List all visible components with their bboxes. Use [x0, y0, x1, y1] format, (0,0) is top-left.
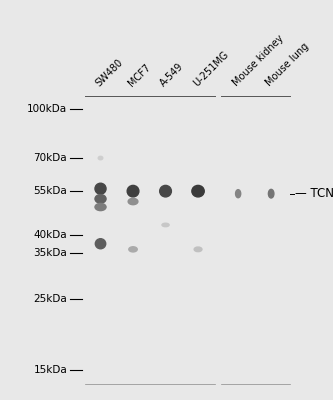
Text: 25kDa: 25kDa [33, 294, 67, 304]
Ellipse shape [235, 190, 241, 198]
Text: A-549: A-549 [159, 61, 185, 88]
Text: 35kDa: 35kDa [33, 248, 67, 258]
Ellipse shape [128, 198, 138, 205]
Text: Mouse lung: Mouse lung [264, 42, 311, 88]
Ellipse shape [95, 183, 106, 194]
Ellipse shape [129, 247, 137, 252]
Text: 15kDa: 15kDa [33, 364, 67, 374]
Ellipse shape [95, 194, 106, 203]
Ellipse shape [127, 186, 139, 197]
Text: SW480: SW480 [94, 57, 125, 88]
Text: 100kDa: 100kDa [27, 104, 67, 114]
Ellipse shape [95, 239, 106, 249]
Ellipse shape [98, 156, 103, 160]
Text: 55kDa: 55kDa [33, 186, 67, 196]
Ellipse shape [192, 186, 204, 197]
Text: U-251MG: U-251MG [191, 49, 230, 88]
Text: 70kDa: 70kDa [33, 153, 67, 163]
Text: — TCN2: — TCN2 [295, 187, 333, 200]
Ellipse shape [268, 189, 274, 198]
Ellipse shape [95, 204, 106, 211]
Text: MCF7: MCF7 [126, 62, 152, 88]
Ellipse shape [160, 186, 171, 197]
Text: Mouse kidney: Mouse kidney [231, 34, 286, 88]
Ellipse shape [194, 247, 202, 252]
Ellipse shape [162, 223, 169, 227]
Text: 40kDa: 40kDa [33, 230, 67, 240]
